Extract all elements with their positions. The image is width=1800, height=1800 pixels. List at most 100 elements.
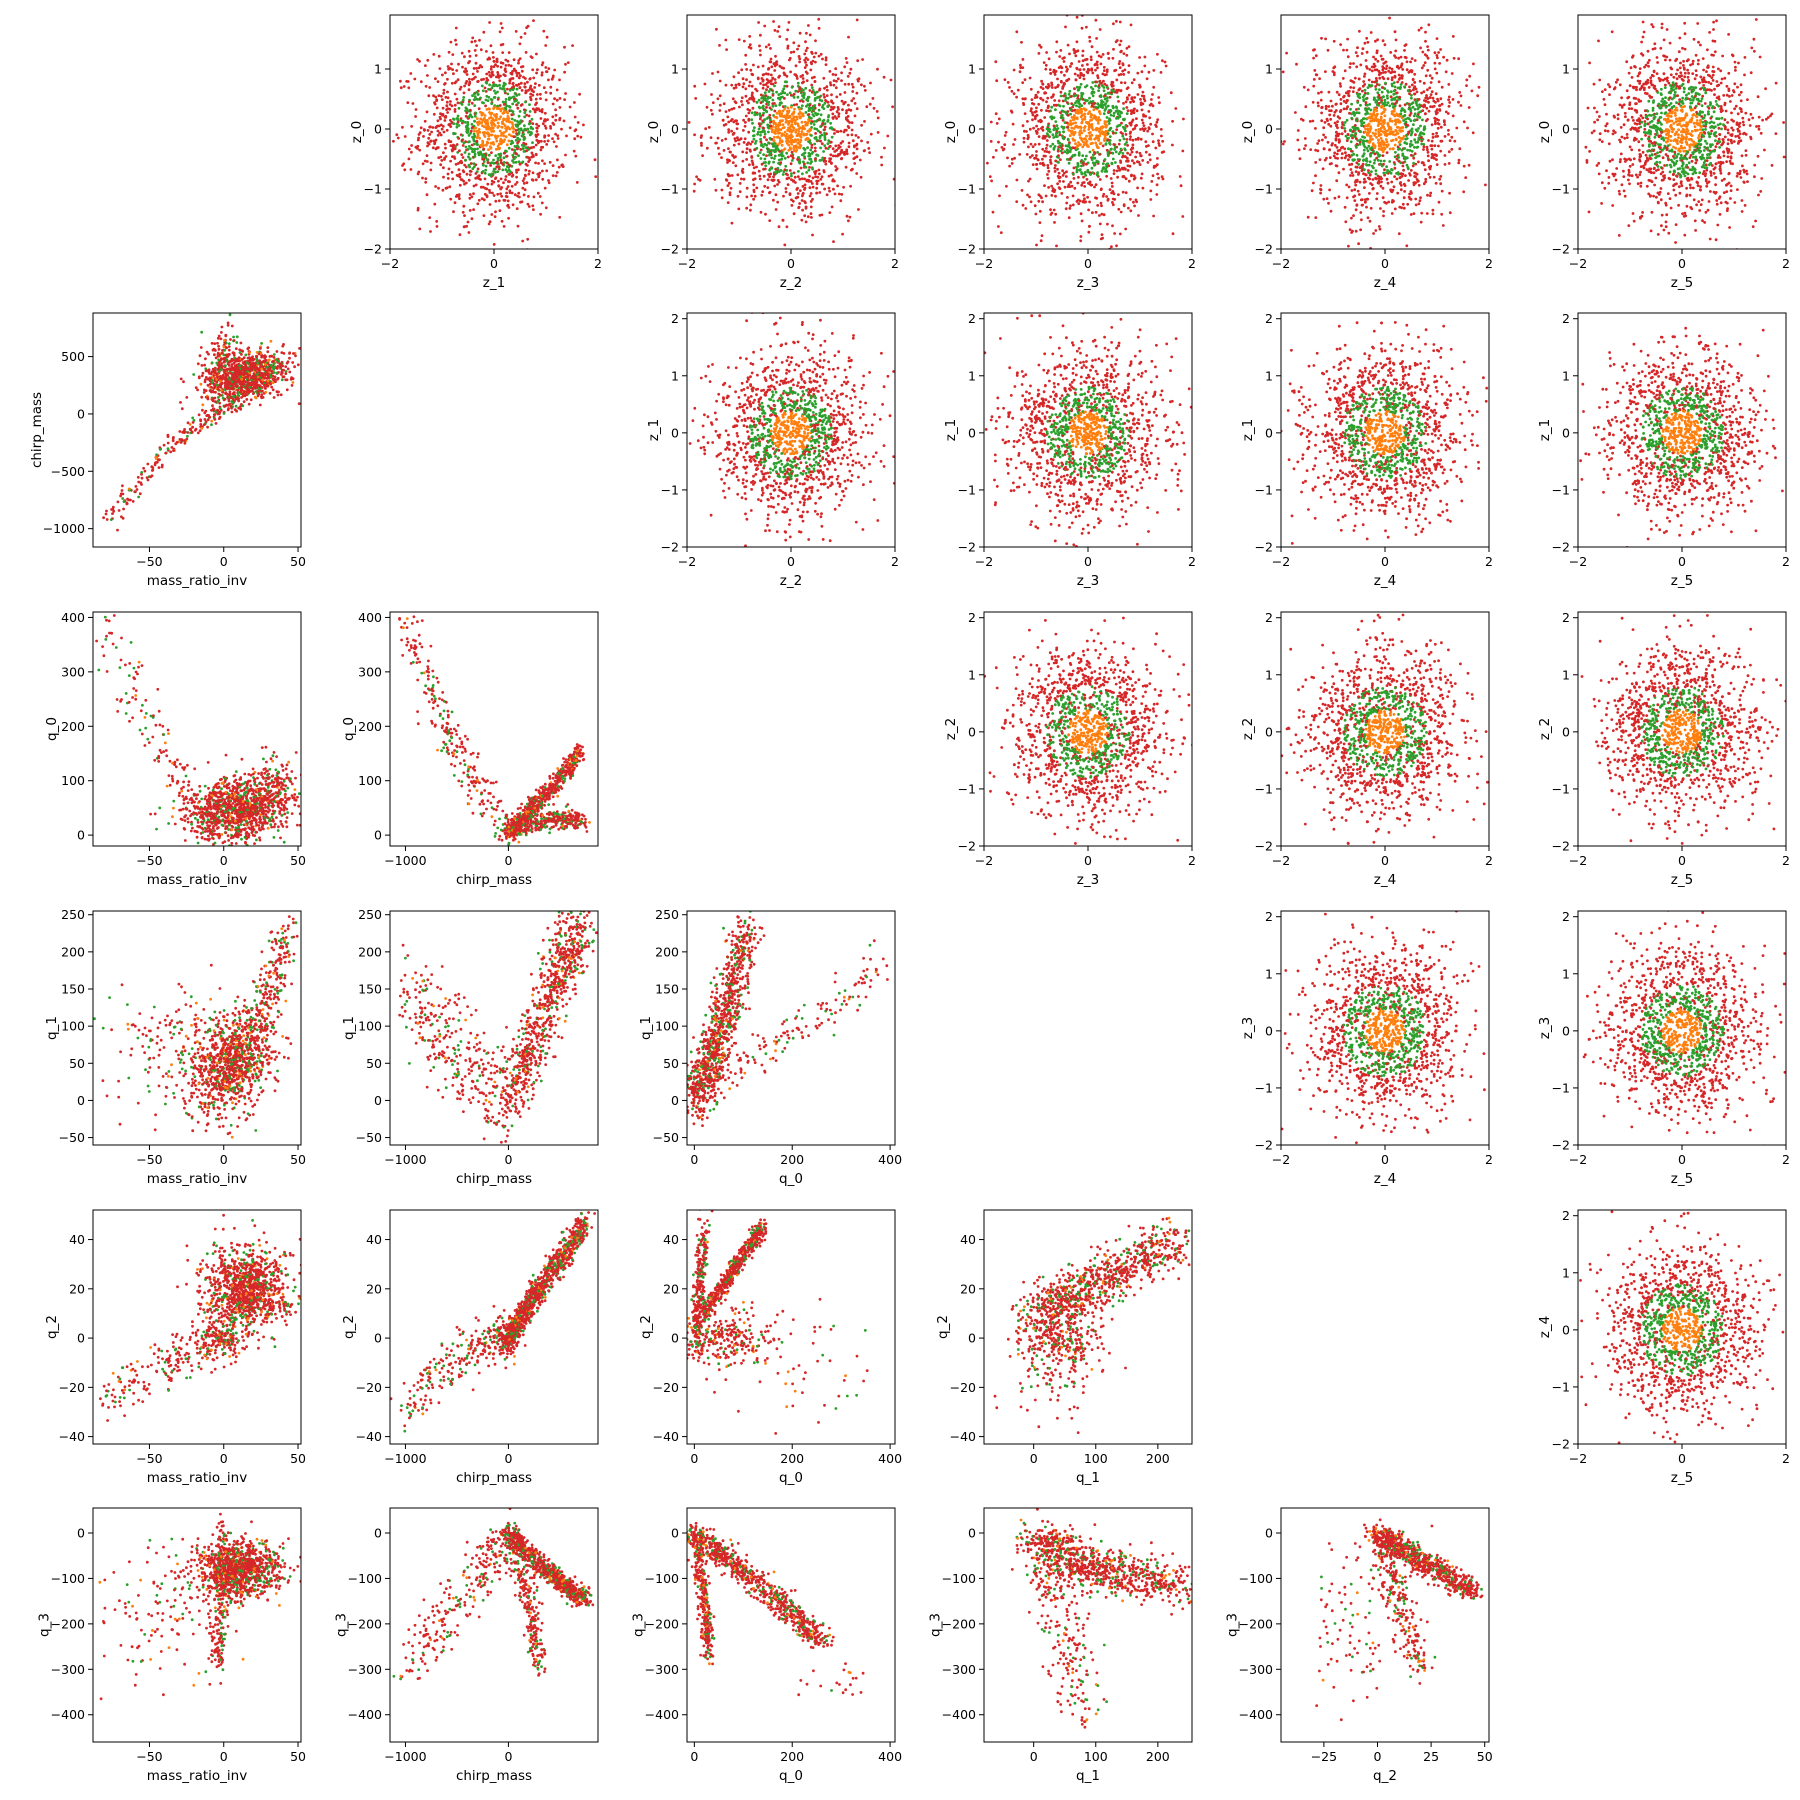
data-point: [811, 107, 815, 110]
data-point: [814, 39, 817, 43]
data-point: [1072, 166, 1076, 170]
data-point: [1015, 178, 1019, 182]
data-point: [803, 155, 806, 159]
data-point: [463, 182, 466, 186]
data-point: [767, 79, 770, 83]
data-point: [817, 17, 821, 21]
data-point: [820, 158, 823, 162]
data-point: [1405, 244, 1409, 248]
data-point: [789, 128, 793, 132]
data-point: [796, 175, 800, 179]
data-point: [1375, 192, 1379, 195]
data-point: [1342, 94, 1346, 98]
data-point: [797, 44, 801, 48]
data-point: [1375, 79, 1379, 83]
data-point: [841, 108, 844, 112]
data-point: [1128, 132, 1132, 135]
data-point: [872, 106, 876, 110]
data-point: [449, 159, 452, 163]
data-point: [1434, 122, 1437, 126]
y-tick-label: 0: [671, 122, 679, 137]
data-point: [1109, 113, 1113, 117]
data-point: [781, 95, 784, 99]
data-point: [522, 141, 526, 145]
data-point: [547, 179, 550, 182]
y-tick-label: −1: [958, 182, 976, 197]
data-point: [825, 85, 829, 89]
data-point: [525, 181, 529, 185]
data-point: [1393, 143, 1397, 147]
data-point: [1035, 150, 1038, 153]
data-point: [1100, 81, 1103, 85]
data-point: [558, 106, 562, 109]
data-point: [1354, 183, 1358, 187]
data-point: [456, 114, 460, 118]
data-point: [1154, 146, 1158, 150]
data-point: [1462, 164, 1466, 168]
data-point: [798, 60, 801, 64]
data-point: [785, 113, 789, 116]
data-point: [1124, 133, 1128, 136]
data-point: [794, 144, 798, 148]
data-point: [1117, 193, 1120, 197]
data-point: [1019, 66, 1023, 70]
data-point: [1431, 136, 1435, 139]
data-point: [750, 111, 754, 115]
data-point: [1037, 52, 1041, 55]
data-point: [540, 71, 544, 74]
data-point: [497, 153, 501, 156]
data-point: [495, 139, 499, 143]
data-point: [1140, 70, 1144, 74]
data-point: [732, 156, 736, 159]
data-point: [1412, 114, 1416, 118]
data-point: [1068, 134, 1072, 138]
data-point: [771, 128, 774, 132]
data-point: [481, 185, 485, 189]
data-point: [1422, 148, 1425, 151]
data-point: [1066, 125, 1069, 129]
data-point: [522, 193, 526, 197]
data-point: [1114, 150, 1118, 154]
data-point: [496, 121, 500, 125]
data-point: [820, 182, 824, 186]
data-point: [763, 135, 766, 139]
data-point: [1155, 120, 1159, 124]
data-point: [507, 105, 511, 108]
data-point: [518, 122, 521, 126]
data-point: [794, 64, 798, 68]
data-point: [1451, 35, 1455, 38]
data-point: [482, 30, 486, 34]
data-point: [1113, 232, 1116, 235]
data-point: [531, 171, 535, 175]
data-point: [771, 77, 775, 80]
data-point: [1138, 85, 1142, 88]
data-point: [458, 233, 462, 237]
data-point: [505, 191, 508, 195]
data-point: [842, 102, 846, 106]
data-point: [1156, 52, 1159, 56]
data-point: [499, 152, 503, 156]
data-point: [1096, 204, 1100, 207]
data-point: [817, 95, 820, 99]
data-point: [418, 131, 422, 135]
data-point: [1050, 105, 1054, 109]
data-point: [1124, 129, 1127, 133]
data-point: [1112, 172, 1116, 176]
data-point: [515, 171, 518, 174]
data-point: [796, 81, 800, 85]
data-point: [1073, 114, 1076, 117]
data-point: [742, 39, 746, 43]
data-point: [777, 153, 781, 157]
data-point: [1120, 166, 1124, 170]
data-point: [1317, 91, 1320, 95]
data-point: [1041, 98, 1045, 102]
data-point: [724, 110, 728, 113]
data-point: [1066, 78, 1069, 82]
data-point: [1033, 96, 1037, 99]
data-point: [850, 128, 854, 132]
data-point: [817, 108, 821, 112]
data-point: [777, 170, 781, 174]
data-point: [543, 119, 547, 122]
data-point: [834, 144, 838, 148]
data-point: [803, 214, 807, 218]
